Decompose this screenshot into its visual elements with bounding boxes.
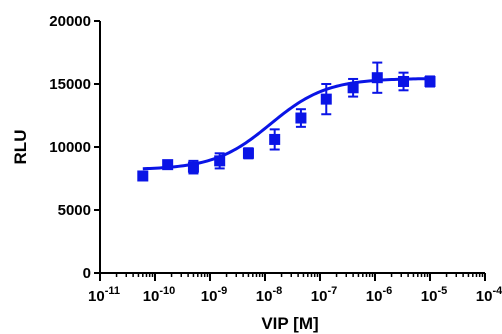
point-marker [320, 93, 332, 105]
point-marker [162, 159, 174, 171]
x-tick-label: 10-4 [476, 285, 502, 305]
x-tick-label: 10-10 [143, 285, 176, 305]
x-tick-label: 10-11 [88, 285, 120, 305]
data-point [424, 75, 436, 88]
point-marker [347, 82, 359, 94]
point-marker [187, 161, 199, 173]
point-marker [295, 112, 307, 124]
data-point [162, 159, 174, 171]
data-point [137, 170, 149, 182]
point-marker [214, 155, 226, 167]
data-point [295, 108, 307, 128]
y-axis: 0 5000 10000 15000 20000 [49, 13, 101, 282]
y-tick-label: 15000 [49, 76, 91, 93]
point-marker [269, 133, 281, 145]
x-tick-label: 10-6 [366, 285, 392, 305]
data-point [187, 159, 199, 175]
point-marker [137, 170, 149, 182]
data-point [269, 128, 281, 151]
x-tick-label: 10-7 [311, 285, 337, 305]
point-marker [371, 72, 383, 84]
x-axis: 10-11 10-10 10-9 10-8 10-7 10-6 10-5 10-4 [88, 272, 502, 305]
x-tick-label: 10-9 [201, 285, 227, 305]
y-tick-label: 20000 [49, 13, 91, 30]
y-tick-label: 0 [83, 265, 91, 282]
data-points [137, 61, 436, 182]
point-marker [242, 147, 254, 159]
data-point [347, 77, 359, 98]
data-point [398, 71, 410, 92]
y-tick-label: 10000 [49, 139, 91, 156]
x-tick-label: 10-8 [256, 285, 282, 305]
fit-curve [142, 77, 431, 171]
data-point [214, 152, 226, 170]
y-tick-label: 5000 [58, 202, 91, 219]
data-point [320, 83, 332, 116]
point-marker [424, 75, 436, 87]
data-point [371, 61, 383, 94]
data-point [242, 147, 254, 160]
x-axis-title: VIP [M] [261, 314, 318, 333]
x-tick-label: 10-5 [421, 285, 447, 305]
y-axis-title: RLU [11, 130, 30, 165]
point-marker [398, 75, 410, 87]
